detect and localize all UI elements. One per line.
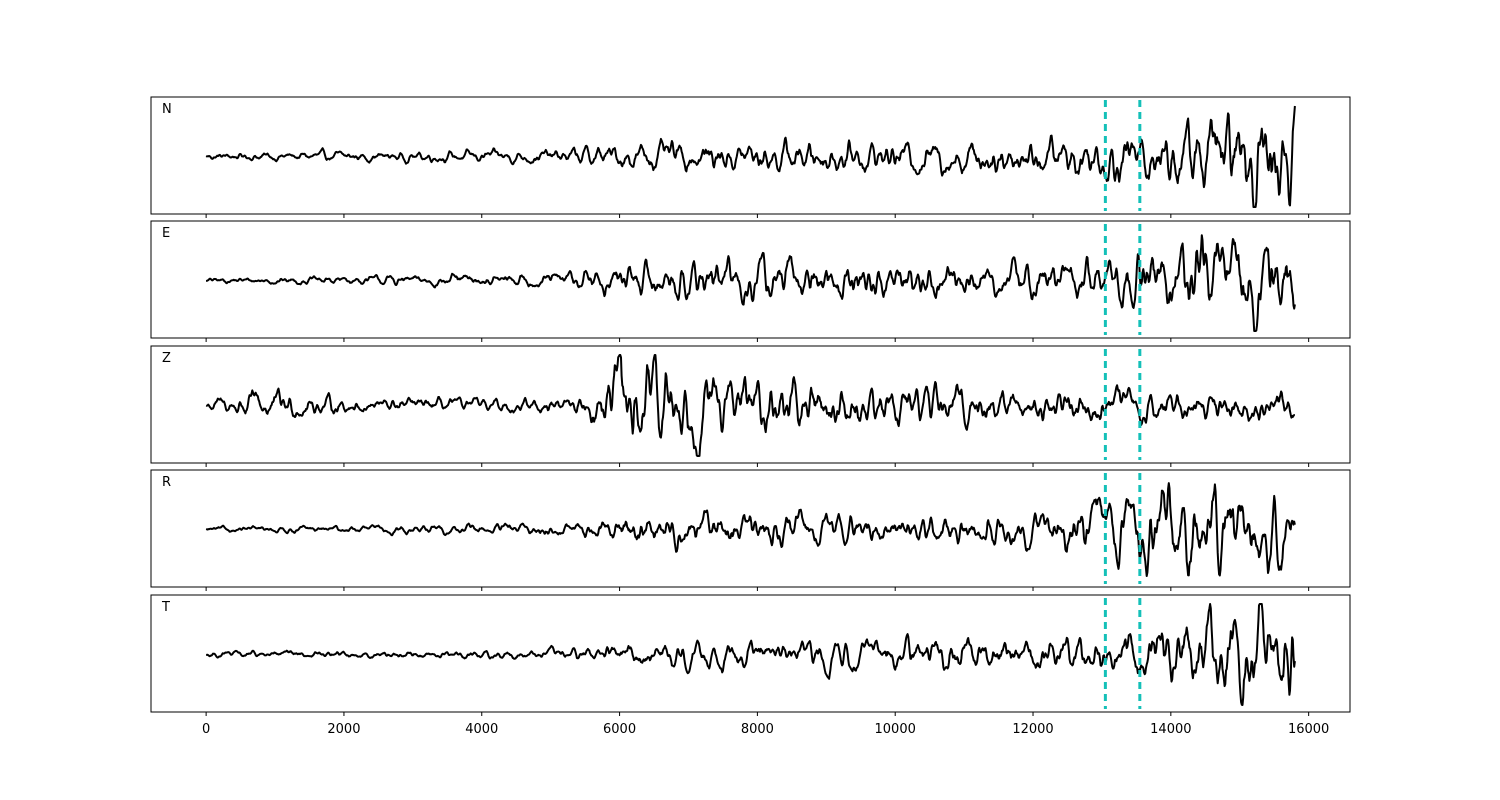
trace-r: [205, 482, 1296, 577]
x-tick-label: 14000: [1150, 722, 1191, 737]
panel-frame: [150, 469, 1351, 588]
panel-frame: [150, 594, 1351, 713]
panel-label: E: [162, 226, 170, 241]
panel-t: T: [150, 594, 1351, 716]
panel-z: Z: [150, 345, 1351, 467]
x-tick-label: 2000: [327, 722, 360, 737]
trace-n: [205, 105, 1296, 208]
x-tick-label: 4000: [465, 722, 498, 737]
x-tick-label: 8000: [741, 722, 774, 737]
x-tick-label: 10000: [875, 722, 916, 737]
panel-e: E: [150, 220, 1351, 342]
x-tick-label: 6000: [603, 722, 636, 737]
trace-e: [205, 234, 1296, 332]
x-axis: 0 2000 4000 6000 8000 10000 12000 14000 16000: [202, 722, 1329, 737]
panel-frame: [150, 96, 1351, 215]
panel-frame: [150, 220, 1351, 339]
panel-label: T: [161, 600, 170, 615]
panel-frame: [150, 345, 1351, 464]
x-tick-label: 0: [202, 722, 210, 737]
panel-label: N: [162, 102, 172, 117]
panel-r: R: [150, 469, 1351, 591]
trace-z: [205, 354, 1296, 457]
trace-t: [205, 603, 1296, 706]
panel-label: Z: [162, 351, 171, 366]
x-tick-label: 12000: [1012, 722, 1053, 737]
panel-n: N: [150, 96, 1351, 218]
x-tick-label: 16000: [1288, 722, 1329, 737]
panel-label: R: [162, 475, 171, 490]
panels: N E Z R T: [150, 96, 1351, 716]
